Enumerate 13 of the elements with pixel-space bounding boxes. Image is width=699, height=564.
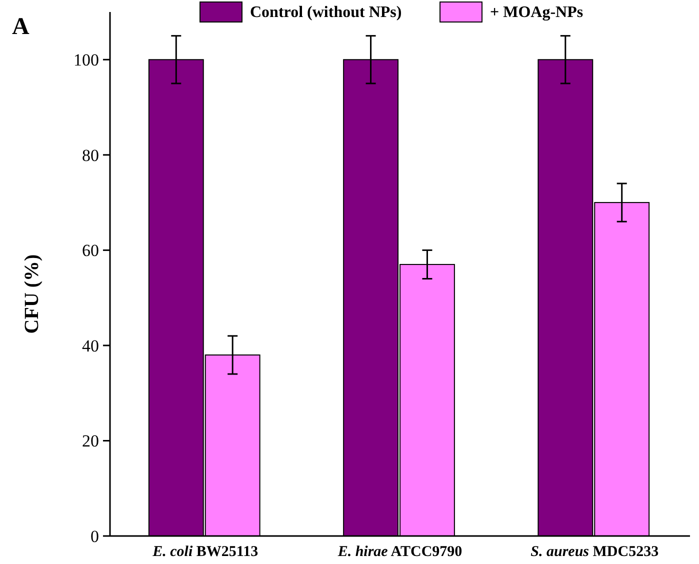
x-tick-label: S. aureus MDC5233 [530,544,659,560]
y-axis-title: CFU (%) [21,254,43,334]
x-tick-label: E. hirae ATCC9790 [336,544,462,560]
text: A [12,14,30,40]
y-tick-label: 60 [82,241,99,260]
x-tick-label: E. coli BW25113 [152,544,258,560]
y-tick-label: 0 [90,526,99,546]
legend-label: Control (without NPs) [250,4,402,21]
y-tick-label: 100 [74,50,99,70]
y-tick-label: 80 [82,146,99,165]
y-tick-label: 40 [82,336,99,356]
y-tick-label: 20 [82,432,99,451]
legend-label: + MOAg-NPs [490,4,584,21]
